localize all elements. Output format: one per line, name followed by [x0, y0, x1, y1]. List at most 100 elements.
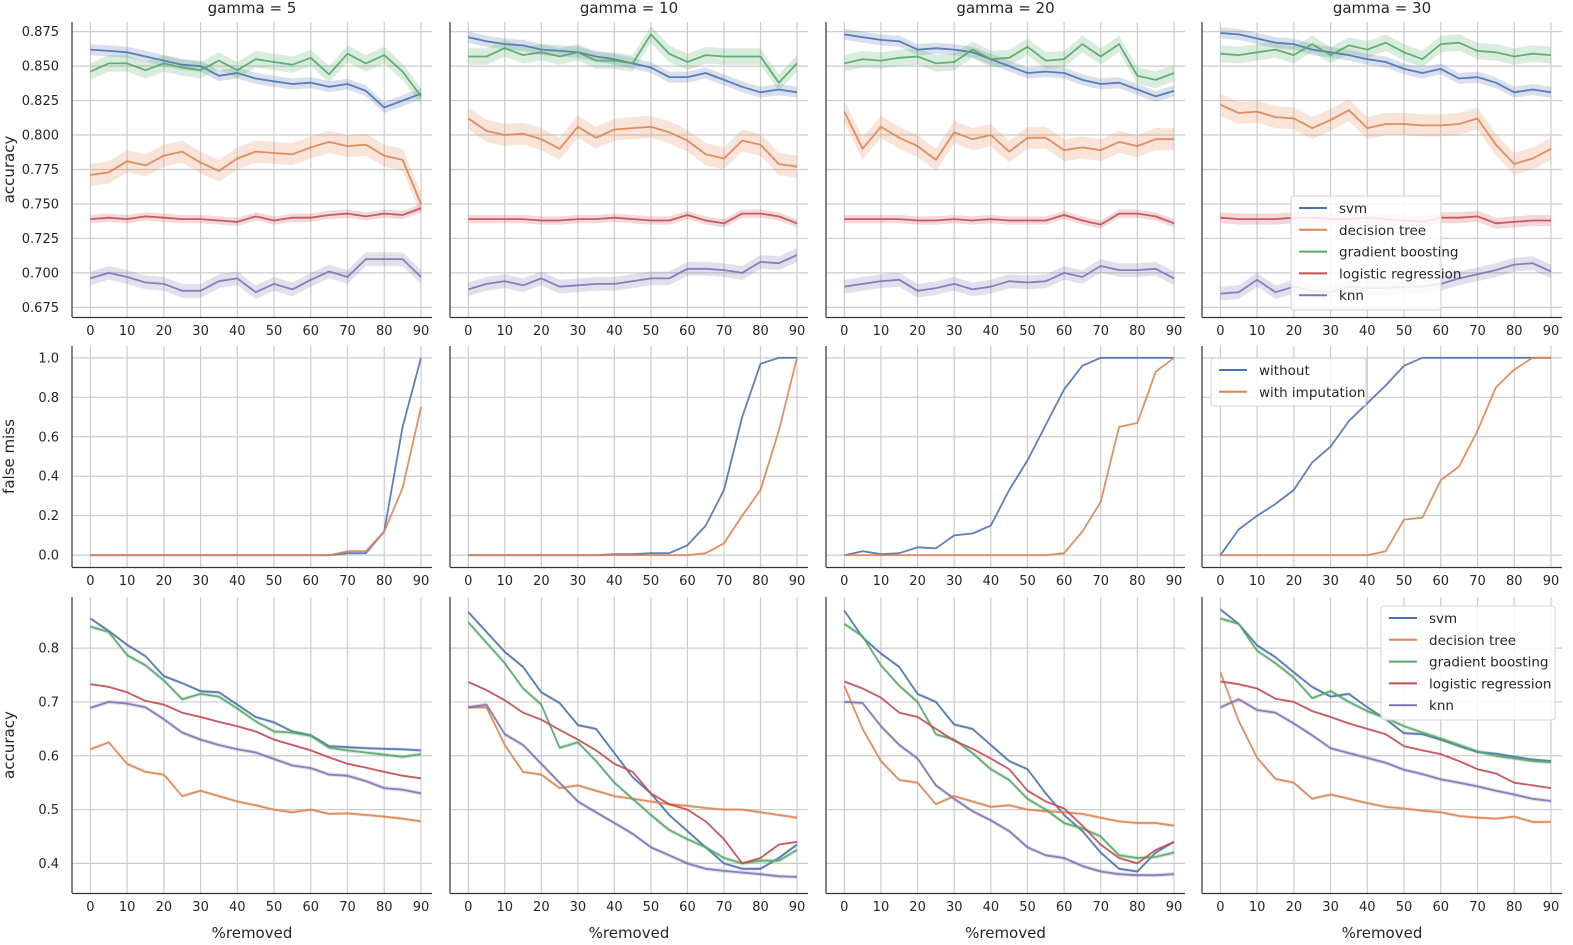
x-tick-label: 0 — [464, 900, 472, 915]
legend-label-logistic-regression: logistic regression — [1339, 266, 1461, 282]
series-line-decision-tree — [467, 117, 798, 168]
band-gradient-boosting — [468, 26, 797, 91]
series-line-logistic-regression — [467, 681, 798, 865]
x-tick-label: 70 — [1092, 574, 1109, 589]
x-tick-label: 90 — [1166, 574, 1183, 589]
series-line-knn — [1220, 698, 1552, 802]
x-tick-label: 10 — [1249, 900, 1266, 915]
x-tick-label: 60 — [1056, 900, 1073, 915]
x-tick-label: 80 — [752, 574, 769, 589]
x-tick-label: 80 — [1506, 900, 1523, 915]
y-tick-label: 0.750 — [22, 197, 59, 212]
x-tick-label: 40 — [983, 574, 1000, 589]
band-knn — [468, 248, 797, 297]
y-axis-label: accuracy — [0, 136, 18, 204]
x-tick-label: 50 — [266, 574, 283, 589]
legend-label-svm: svm — [1429, 611, 1457, 627]
x-tick-label: 50 — [266, 324, 283, 339]
series-line-logistic-regression — [90, 683, 422, 780]
series-line-logistic-regression — [843, 680, 1175, 865]
x-tick-label: 20 — [156, 324, 173, 339]
series-line-svm — [843, 609, 1175, 873]
x-tick-label: 30 — [570, 574, 587, 589]
x-tick-label: 30 — [1322, 574, 1339, 589]
series-line-svm — [467, 611, 798, 870]
x-tick-label: 20 — [909, 324, 926, 339]
x-tick-label: 40 — [983, 900, 1000, 915]
y-tick-label: 0.675 — [22, 301, 59, 316]
series-line-without — [844, 356, 1174, 557]
x-tick-label: 80 — [1129, 324, 1146, 339]
x-tick-label: 20 — [533, 900, 550, 915]
legend-label-decision-tree: decision tree — [1339, 223, 1426, 239]
x-tick-label: 20 — [156, 574, 173, 589]
series-line-svm — [844, 33, 1175, 98]
panel-r2-c1: 0 10 20 30 40 50 60 70 80 90 0.0 0.2 0.4 0.6 0.8 1.0 — [38, 346, 432, 589]
x-tick-label: 10 — [497, 324, 514, 339]
x-tick-label: 0 — [1216, 324, 1224, 339]
series-line-without — [90, 357, 422, 557]
series-line-gradient-boosting — [90, 625, 422, 758]
series-line-without — [468, 356, 797, 557]
x-tick-label: 20 — [156, 900, 173, 915]
column-title: gamma = 20 — [956, 0, 1054, 17]
series-line-logistic-regression — [468, 212, 798, 225]
x-tick-label: 30 — [1322, 900, 1339, 915]
band-decision-tree — [1220, 93, 1551, 175]
band-gradient-boosting — [844, 35, 1174, 89]
x-tick-label: 10 — [119, 900, 136, 915]
x-tick-label: 80 — [1506, 574, 1523, 589]
x-tick-label: 70 — [1092, 900, 1109, 915]
x-tick-label: 30 — [192, 574, 209, 589]
legend-label-gradient-boosting: gradient boosting — [1339, 245, 1458, 261]
series-line-knn — [90, 701, 422, 795]
series-line-decision-tree — [468, 706, 798, 819]
x-tick-label: 20 — [1286, 900, 1303, 915]
column-title: gamma = 5 — [208, 0, 297, 17]
band-logistic-regression — [844, 209, 1174, 229]
legend: without with imputation — [1210, 357, 1367, 407]
x-tick-label: 40 — [229, 574, 246, 589]
y-tick-label: 0.875 — [22, 25, 59, 40]
x-tick-label: 60 — [1433, 900, 1450, 915]
x-tick-label: 0 — [464, 324, 472, 339]
x-tick-label: 10 — [1249, 574, 1266, 589]
x-tick-label: 60 — [303, 900, 320, 915]
x-tick-label: 60 — [1433, 324, 1450, 339]
legend-frame — [1380, 605, 1556, 721]
x-tick-label: 40 — [606, 324, 623, 339]
series-line-decision-tree — [90, 741, 422, 823]
x-tick-label: 0 — [840, 900, 848, 915]
x-axis-label: %removed — [212, 924, 293, 942]
x-tick-label: 70 — [339, 574, 356, 589]
series-line-knn — [844, 265, 1175, 292]
x-tick-label: 0 — [86, 574, 94, 589]
x-tick-label: 0 — [86, 324, 94, 339]
x-tick-label: 80 — [376, 324, 393, 339]
y-tick-label: 0.6 — [38, 749, 59, 764]
legend-label-gradient-boosting: gradient boosting — [1429, 655, 1548, 671]
panel-r3-c3: 0 10 20 30 40 50 60 70 80 90 — [825, 597, 1185, 915]
legend-label-decision-tree: decision tree — [1429, 633, 1516, 649]
x-tick-label: 70 — [716, 574, 733, 589]
y-tick-label: 0.6 — [38, 430, 59, 445]
x-tick-label: 20 — [909, 900, 926, 915]
series-line-with-imputation — [90, 407, 422, 557]
band-logistic-regression — [90, 204, 422, 226]
legend-label-knn: knn — [1339, 288, 1364, 304]
x-tick-label: 20 — [1286, 324, 1303, 339]
x-tick-label: 70 — [1469, 574, 1486, 589]
series-line-knn — [844, 701, 1175, 877]
x-tick-label: 10 — [119, 324, 136, 339]
x-tick-label: 60 — [303, 574, 320, 589]
x-tick-label: 30 — [946, 324, 963, 339]
x-tick-label: 90 — [1166, 900, 1183, 915]
x-tick-label: 90 — [1543, 900, 1560, 915]
legend: svm decision tree gradient boosting logisti… — [1290, 195, 1461, 311]
x-tick-label: 40 — [229, 324, 246, 339]
x-tick-label: 90 — [1543, 324, 1560, 339]
panel-r3-c1: 0 10 20 30 40 50 60 70 80 90 0.4 0.5 0.6 0.7 0.8 — [38, 597, 432, 915]
series-line-knn — [468, 254, 798, 291]
band-decision-tree — [844, 100, 1174, 171]
band-decision-tree — [90, 130, 422, 215]
